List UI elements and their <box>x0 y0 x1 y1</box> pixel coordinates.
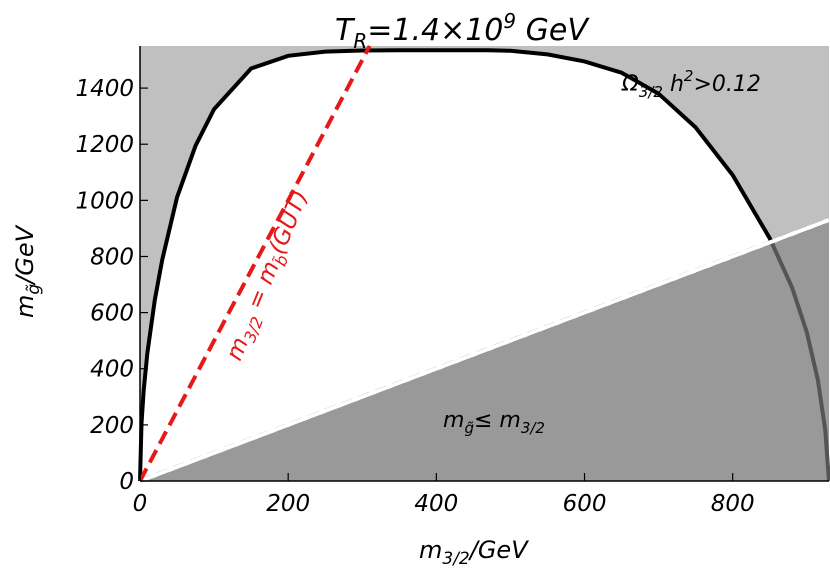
x-tick-label: 600 <box>563 491 607 517</box>
chart-title: TR=1.4×109 GeV <box>335 9 590 53</box>
y-tick-label: 800 <box>90 244 134 270</box>
y-tick-label: 600 <box>90 301 134 327</box>
region-label-gluino-lighter: mg̃≤ m3/2 <box>443 408 545 437</box>
x-tick-label: 400 <box>414 491 458 517</box>
region-label-overclosure: Ω3/2 h2>0.12 <box>621 67 761 101</box>
y-tick-label: 1000 <box>75 188 134 214</box>
x-axis-label: m3/2/GeV <box>419 536 529 569</box>
x-ticks: 0 200 400 600 800 <box>133 473 755 517</box>
y-axis-label: mg̃/GeV <box>11 224 44 318</box>
y-tick-label: 1400 <box>75 76 134 102</box>
y-ticks: 0 200 400 600 800 1000 1200 1400 <box>75 76 148 495</box>
x-tick-label: 0 <box>133 491 148 517</box>
x-tick-label: 200 <box>266 491 310 517</box>
gluino-equals-gravitino-line-gap <box>139 218 830 483</box>
y-tick-label: 200 <box>90 413 134 439</box>
x-tick-label: 800 <box>711 491 755 517</box>
y-tick-label: 0 <box>119 469 134 495</box>
y-tick-label: 1200 <box>75 132 134 158</box>
y-tick-label: 400 <box>90 357 134 383</box>
gravitino-equals-sbottom-line <box>138 45 372 482</box>
